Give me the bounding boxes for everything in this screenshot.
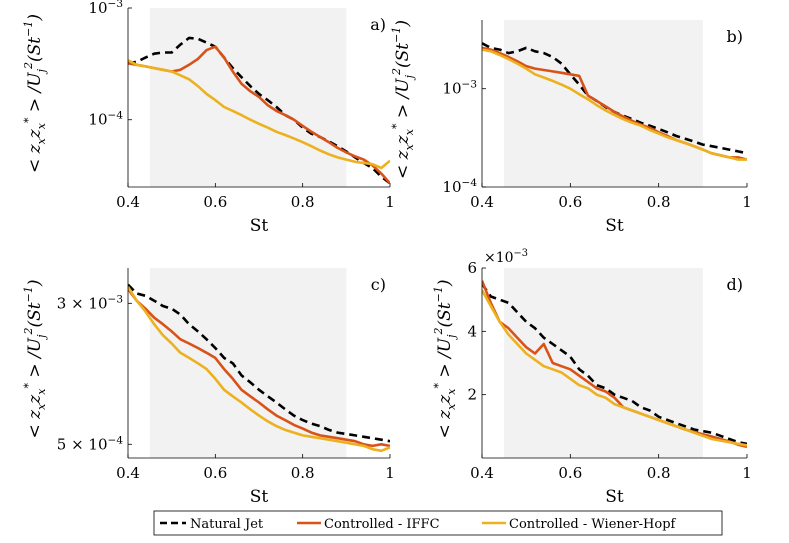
shaded-region-d [504, 268, 703, 458]
x-tick-label-a: 0.6 [203, 193, 227, 211]
y-axis-label-c: < zxzx* > /Uj2(St−1) [22, 279, 48, 438]
x-tick-label-b: 0.8 [647, 193, 671, 211]
y-tick-label-b: 10−3 [442, 79, 477, 98]
x-tick-label-c: 0.6 [203, 464, 227, 482]
shaded-region-a [149, 8, 347, 187]
x-axis-label-b: St [605, 216, 624, 236]
y-tick-label-a: 10−3 [88, 0, 123, 17]
y-tick-label-c: 3 × 10−3 [57, 293, 123, 312]
x-tick-label-c: 0.8 [291, 464, 315, 482]
x-tick-label-d: 0.8 [647, 464, 671, 482]
y-tick-label-a: 10−4 [88, 110, 123, 129]
series-line-c-1 [128, 288, 390, 448]
y-axis-label-b: < zxzx* > /Uj2(St−1) [390, 20, 416, 179]
y-axis-label-d: < zxzx* > /Uj2(St−1) [432, 279, 458, 438]
x-tick-label-a: 0.8 [291, 193, 315, 211]
series-line-d-2 [482, 289, 747, 447]
x-axis-label-d: St [605, 487, 624, 507]
panel-b: 0.4 0.6 0.8 1 St 10−4 10−3 b) < zxzx* > /Uj2(St−… [390, 20, 752, 236]
legend-label-wiener-hopf: Controlled - Wiener-Hopf [509, 517, 677, 532]
y-tick-label-b: 10−4 [442, 177, 477, 196]
x-tick-label-d: 0.4 [470, 464, 494, 482]
x-tick-label-b: 0.6 [558, 193, 582, 211]
x-tick-label-d: 1 [742, 464, 752, 482]
legend-label-iffc: Controlled - IFFC [324, 517, 440, 532]
x-tick-label-b: 0.4 [470, 193, 494, 211]
x-axis-label-a: St [250, 216, 269, 236]
panel-c: 0.4 0.6 0.8 1 St 5 × 10−4 3 × 10−3 c) < zxzx* > … [22, 268, 395, 507]
shaded-region-b [504, 20, 703, 187]
y-tick-label-d: 4 [467, 322, 477, 340]
series-line-c-0 [128, 283, 390, 443]
panel-d: 0.4 0.6 0.8 1 St 2 4 6 ×10−3 d) < zxzx* > /Uj2(St−… [432, 248, 752, 507]
y-tick-label-d: 2 [467, 386, 477, 404]
x-tick-label-b: 1 [742, 193, 752, 211]
series-line-d-1 [482, 280, 747, 449]
x-tick-label-a: 0.4 [116, 193, 140, 211]
legend: Natural Jet Controlled - IFFC Controlled… [153, 510, 723, 536]
x-tick-label-c: 1 [385, 464, 395, 482]
panel-label-d: d) [727, 275, 743, 294]
y-axis-label-a: < zxzx* > /Uj2(St−1) [22, 14, 48, 173]
x-tick-label-d: 0.6 [558, 464, 582, 482]
axis-multiplier-d: ×10−3 [484, 248, 528, 266]
legend-label-natural: Natural Jet [190, 517, 264, 532]
y-tick-label-c: 5 × 10−4 [57, 434, 124, 453]
panel-label-b: b) [727, 27, 743, 46]
panel-label-a: a) [370, 15, 386, 34]
x-axis-label-c: St [250, 487, 269, 507]
panel-a: 0.4 0.6 0.8 1 St 10−4 10−3 a) < zxzx* > /Uj2(St−… [22, 0, 395, 236]
panel-label-c: c) [371, 275, 386, 294]
series-line-a-2 [128, 59, 390, 170]
series-line-c-2 [128, 286, 390, 453]
series-line-b-2 [482, 48, 747, 161]
x-tick-label-c: 0.4 [116, 464, 140, 482]
shaded-region-c [149, 268, 347, 458]
y-tick-label-d: 6 [467, 259, 477, 277]
x-tick-label-a: 1 [385, 193, 395, 211]
legend-box [153, 510, 723, 536]
series-line-d-0 [482, 283, 747, 446]
